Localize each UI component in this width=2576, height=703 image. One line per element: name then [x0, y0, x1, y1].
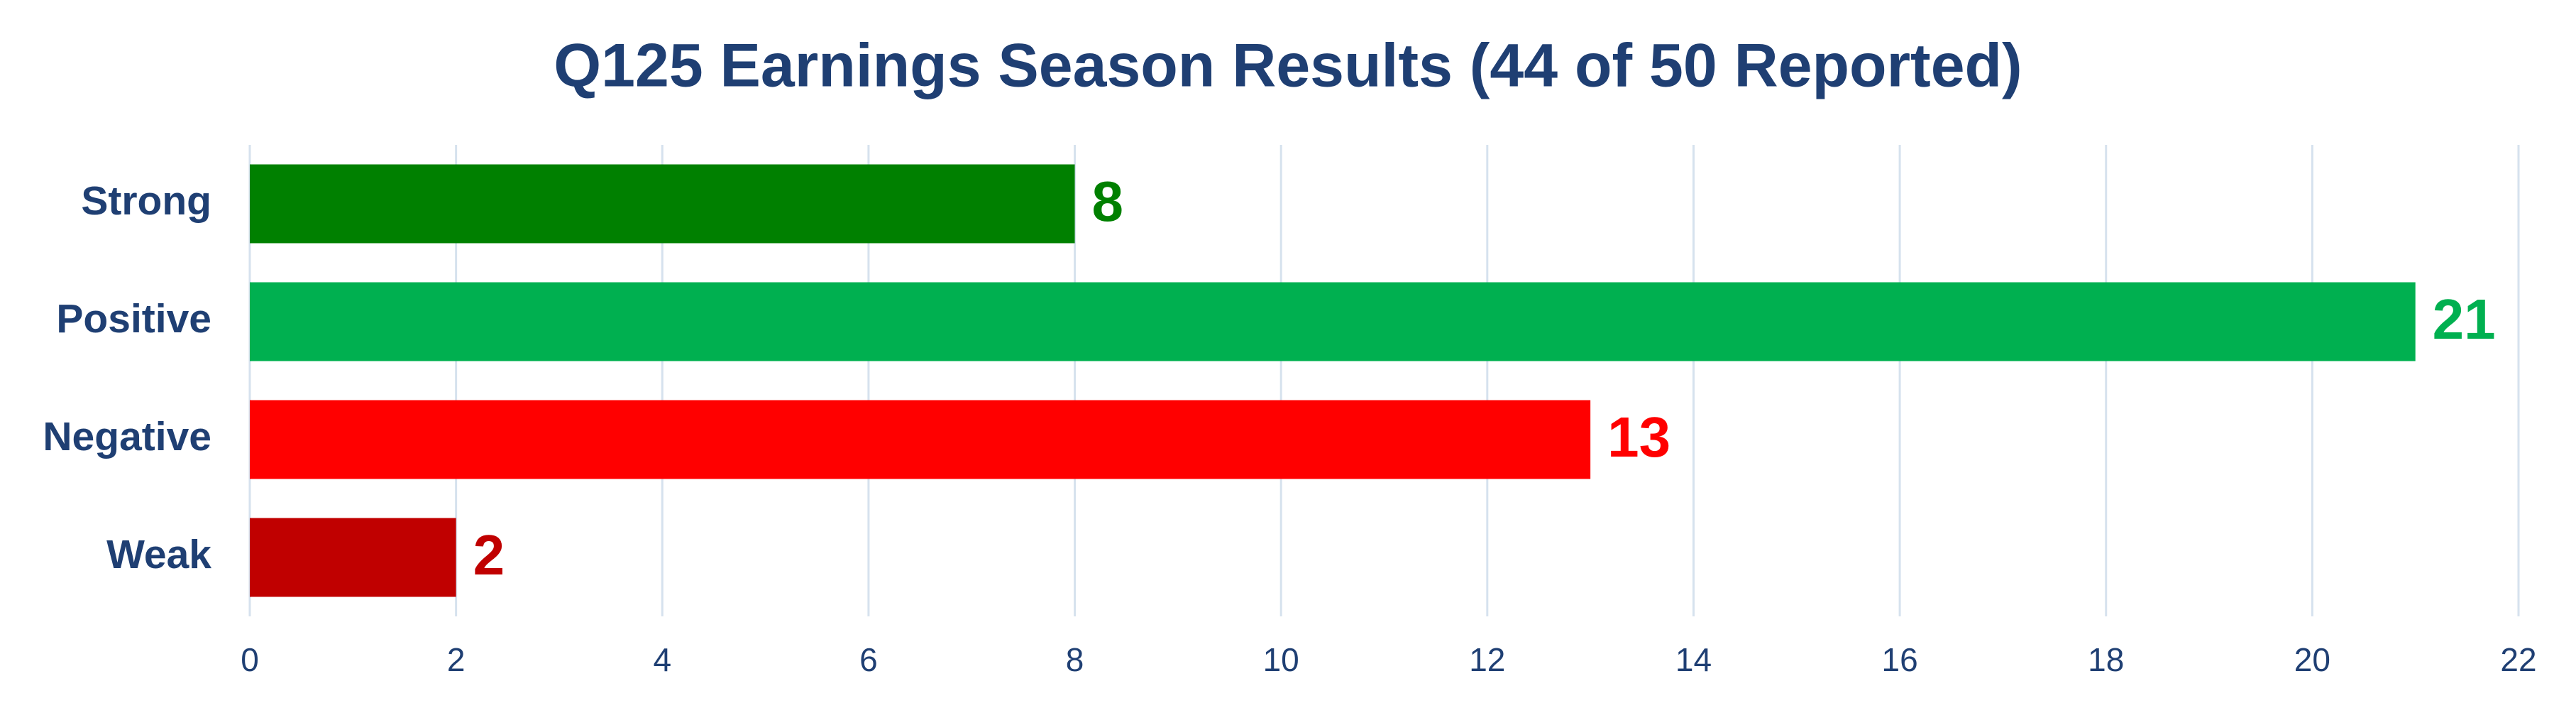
y-tick-label: Negative — [43, 414, 211, 459]
x-tick-label: 8 — [1066, 641, 1084, 678]
x-tick-label: 12 — [1469, 641, 1505, 678]
bar — [250, 518, 456, 597]
x-tick-label: 14 — [1675, 641, 1712, 678]
x-tick-label: 20 — [2294, 641, 2330, 678]
x-tick-label: 4 — [653, 641, 671, 678]
chart-title: Q125 Earnings Season Results (44 of 50 R… — [554, 32, 2022, 100]
x-tick-label: 6 — [859, 641, 878, 678]
x-tick-label: 10 — [1263, 641, 1299, 678]
value-label: 8 — [1092, 170, 1124, 233]
y-tick-label: Weak — [106, 532, 211, 577]
x-tick-label: 18 — [2088, 641, 2124, 678]
bar — [250, 164, 1075, 244]
value-label: 13 — [1607, 405, 1670, 469]
y-tick-label: Positive — [56, 296, 211, 342]
value-label: 2 — [473, 523, 505, 587]
x-tick-label: 2 — [447, 641, 466, 678]
value-label: 21 — [2433, 288, 2496, 351]
bar — [250, 282, 2416, 361]
x-tick-label: 0 — [241, 641, 259, 678]
bar — [250, 400, 1591, 479]
x-tick-label: 16 — [1882, 641, 1918, 678]
y-tick-label: Strong — [81, 178, 211, 224]
x-tick-label: 22 — [2500, 641, 2536, 678]
